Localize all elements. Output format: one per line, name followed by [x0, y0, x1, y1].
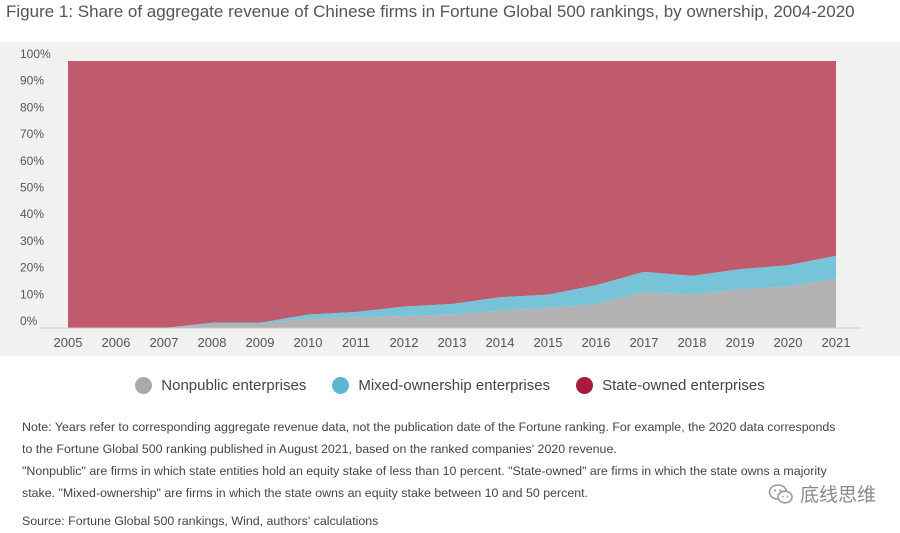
y-tick-label: 60%	[20, 154, 44, 168]
y-tick-label: 50%	[20, 181, 44, 195]
legend-item: Nonpublic enterprises	[135, 377, 306, 394]
x-tick-label: 2015	[534, 335, 563, 350]
x-tick-label: 2012	[390, 335, 419, 350]
x-tick-label: 2007	[150, 335, 179, 350]
note-paragraph-2: "Nonpublic" are firms in which state ent…	[22, 464, 827, 500]
x-tick-label: 2018	[678, 335, 707, 350]
y-tick-label: 40%	[20, 207, 44, 221]
wechat-icon	[768, 483, 793, 504]
x-tick-label: 2021	[822, 335, 851, 350]
x-tick-label: 2006	[102, 335, 131, 350]
legend-item: Mixed-ownership enterprises	[332, 377, 550, 394]
chart-legend: Nonpublic enterprises Mixed-ownership ent…	[0, 377, 900, 394]
y-tick-label: 0%	[20, 314, 38, 328]
y-tick-label: 10%	[20, 287, 44, 301]
legend-swatch	[135, 377, 153, 394]
legend-label: Mixed-ownership enterprises	[358, 377, 551, 394]
series-area-state-owned-enterprises	[68, 61, 836, 328]
y-tick-label: 80%	[20, 100, 44, 114]
x-tick-label: 2019	[726, 335, 755, 350]
watermark: 底线思维	[768, 480, 876, 507]
legend-label: State-owned enterprises	[602, 377, 765, 394]
source-note: Source: Fortune Global 500 rankings, Win…	[22, 514, 379, 528]
y-tick-label: 100%	[20, 47, 51, 61]
x-tick-label: 2010	[294, 335, 323, 350]
legend-swatch	[332, 377, 350, 394]
y-tick-label: 30%	[20, 234, 44, 248]
x-tick-label: 2016	[582, 335, 611, 350]
legend-swatch	[576, 377, 594, 394]
legend-label: Nonpublic enterprises	[161, 377, 307, 394]
watermark-label: 底线思维	[799, 485, 876, 506]
y-tick-label: 90%	[20, 74, 44, 88]
series-area-nonpublic-enterprises	[68, 278, 836, 328]
chart-notes: Note: Years refer to corresponding aggre…	[22, 416, 842, 504]
y-tick-label: 20%	[20, 261, 44, 275]
x-tick-label: 2011	[342, 335, 370, 350]
x-tick-label: 2020	[774, 335, 803, 350]
legend-item: State-owned enterprises	[576, 377, 765, 394]
x-tick-label: 2008	[198, 335, 227, 350]
y-tick-label: 70%	[20, 127, 44, 141]
x-tick-label: 2005	[54, 335, 83, 350]
x-tick-label: 2014	[486, 335, 515, 350]
note-paragraph-1: Note: Years refer to corresponding aggre…	[22, 420, 836, 456]
x-tick-label: 2017	[630, 335, 659, 350]
series-area-mixed-ownership-enterprises	[68, 255, 836, 328]
x-tick-label: 2013	[438, 335, 467, 350]
x-tick-label: 2009	[246, 335, 275, 350]
figure-title: Figure 1: Share of aggregate revenue of …	[6, 2, 855, 21]
area-chart: 0% 10% 20% 30% 40% 50% 60% 70% 80% 90% 100% 2005 20…	[20, 47, 862, 350]
